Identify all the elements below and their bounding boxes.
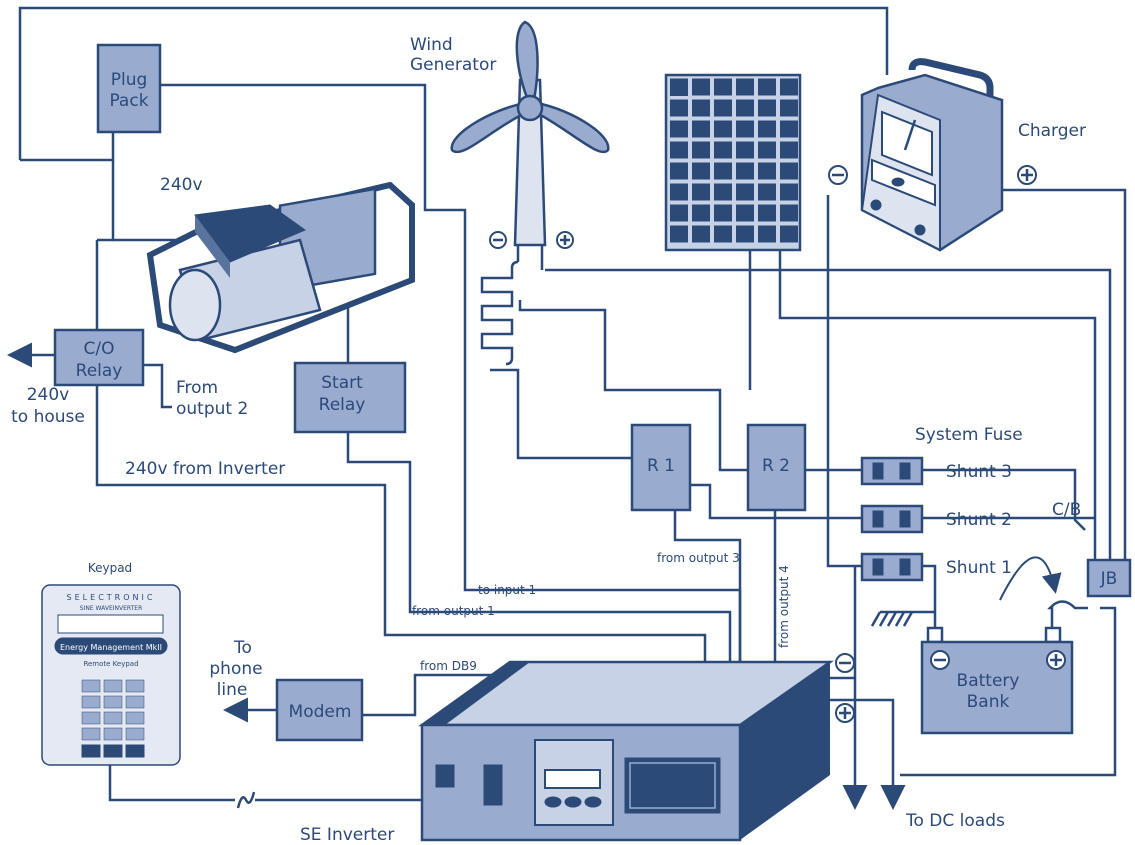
generator: 240v — [150, 175, 412, 350]
label: line — [217, 680, 248, 700]
label: Pack — [109, 91, 148, 111]
junction-box: JB — [1088, 560, 1130, 596]
label: SE Inverter — [300, 825, 394, 845]
label: To DC loads — [905, 811, 1005, 831]
label: from DB9 — [420, 659, 477, 673]
label: R 1 — [647, 456, 675, 476]
label: phone — [209, 659, 262, 679]
inverter: SE Inverter — [300, 654, 854, 845]
label: output 2 — [176, 399, 248, 419]
label: Relay — [76, 361, 123, 381]
label: SINE WAVEINVERTER — [80, 605, 143, 612]
label: 240v — [160, 175, 203, 195]
solar-panel — [666, 75, 800, 250]
label: Relay — [319, 395, 366, 415]
label: Generator — [410, 55, 496, 75]
label: C/B — [1052, 500, 1081, 520]
label: from output 4 — [777, 565, 791, 648]
label: from output 3 — [657, 551, 740, 565]
label: Keypad — [88, 561, 132, 575]
start-relay: Start Relay — [295, 363, 405, 432]
plug-pack: Plug Pack — [98, 45, 160, 132]
label: to house — [11, 407, 85, 427]
label: Start — [321, 373, 363, 393]
label: Bank — [967, 692, 1010, 712]
co-relay: C/O Relay — [55, 330, 143, 385]
label: to input 1 — [478, 583, 536, 597]
label: Shunt 1 — [946, 558, 1012, 578]
label: Wind — [410, 35, 453, 55]
label: Shunt 2 — [946, 510, 1012, 530]
label: JB — [1100, 569, 1118, 589]
modem: Modem — [277, 680, 362, 740]
wind-generator: Wind Generator — [410, 22, 608, 248]
battery-bank: Battery Bank — [922, 628, 1072, 733]
r1: R 1 — [632, 425, 690, 510]
charger: Charger — [829, 62, 1086, 250]
label: 240v — [27, 385, 70, 405]
label: From — [176, 378, 218, 398]
label: Energy Management MkII — [60, 643, 162, 652]
label: 240v from Inverter — [125, 459, 285, 479]
label: System Fuse — [915, 425, 1023, 445]
label: To — [233, 638, 252, 658]
label: Plug — [111, 70, 148, 90]
label: from output 1 — [412, 604, 495, 618]
label: R 2 — [762, 456, 790, 476]
label: Remote Keypad — [83, 660, 138, 668]
keypad: Keypad SELECTRONIC SINE WAVEINVERTER Ene… — [42, 561, 180, 765]
system-diagram: Plug Pack Wind Generator Charger — [0, 0, 1135, 845]
label: C/O — [84, 339, 115, 359]
label: Charger — [1018, 121, 1086, 141]
label: SELECTRONIC — [67, 593, 156, 602]
label: Battery — [957, 671, 1020, 691]
r2: R 2 — [748, 425, 805, 510]
label: Modem — [289, 702, 352, 722]
label: Shunt 3 — [946, 462, 1012, 482]
